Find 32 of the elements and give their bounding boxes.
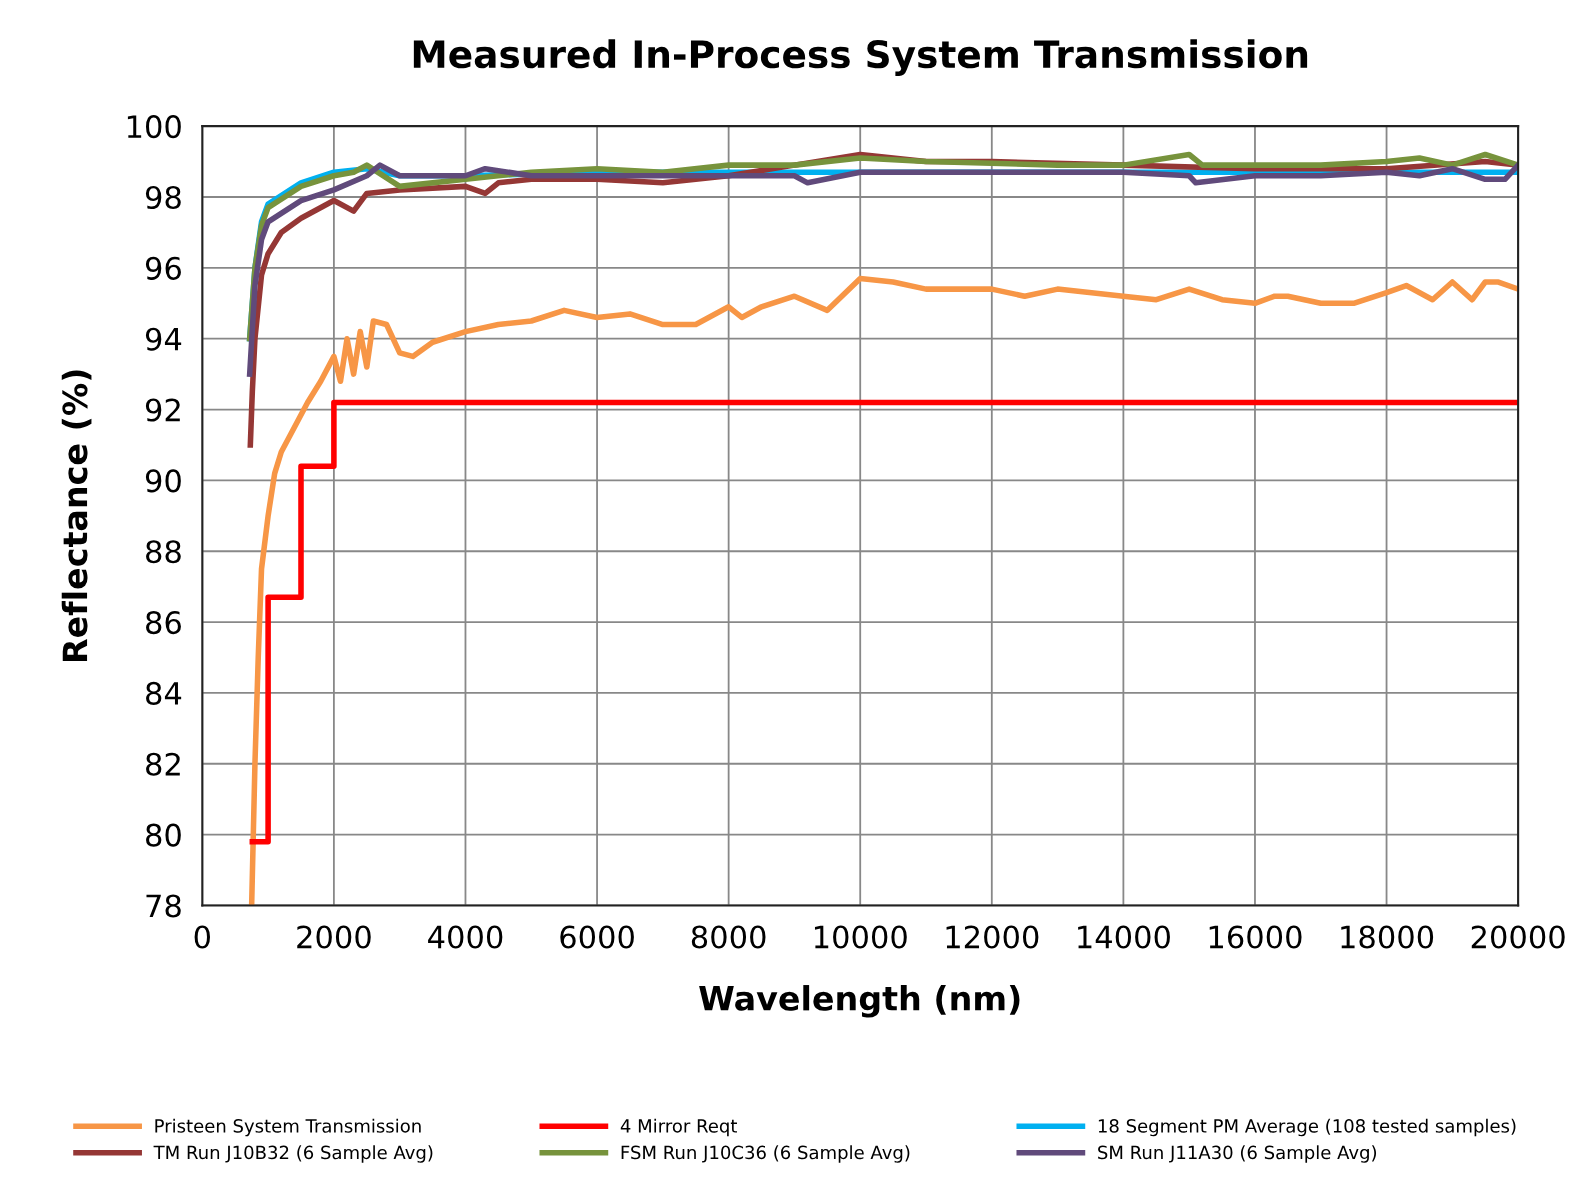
legend-label: FSM Run J10C36 (6 Sample Avg) — [621, 1145, 910, 1163]
chart-title: Measured In-Process System Transmission — [413, 39, 1308, 76]
legend-label: 18 Segment PM Average (108 tested samples) — [1098, 1118, 1516, 1137]
x-tick-label: 10000 — [814, 925, 907, 949]
x-tick-label: 18000 — [1341, 925, 1434, 949]
legend-label: 4 Mirror Reqt — [620, 1118, 737, 1137]
x-tick-label: 4000 — [428, 925, 503, 949]
y-axis-title: Reflectance (%) — [61, 370, 92, 662]
y-tick-label: 90 — [145, 469, 181, 493]
y-tick-label: 78 — [146, 894, 181, 918]
y-tick-label: 98 — [145, 185, 181, 210]
legend-label: TM Run J10B32 (6 Sample Avg) — [153, 1145, 433, 1163]
y-tick-label: 92 — [145, 398, 180, 422]
y-tick-label: 82 — [146, 752, 180, 776]
y-tick-label: 84 — [146, 681, 182, 705]
y-tick-label: 80 — [146, 823, 181, 847]
x-tick-label: 12000 — [946, 925, 1039, 949]
y-tick-label: 94 — [145, 327, 182, 351]
y-tick-label: 96 — [145, 256, 181, 280]
y-tick-label: 100 — [127, 115, 181, 139]
x-tick-label: 16000 — [1209, 925, 1302, 949]
x-tick-label: 20000 — [1471, 925, 1565, 949]
x-tick-label: 14000 — [1078, 925, 1170, 949]
x-tick-label: 2000 — [297, 925, 371, 949]
y-tick-label: 88 — [146, 540, 181, 564]
legend-label: Pristeen System Transmission — [155, 1118, 421, 1137]
x-tick-label: 8000 — [691, 925, 766, 949]
x-tick-label: 6000 — [560, 925, 634, 949]
y-tick-label: 86 — [146, 611, 181, 635]
legend-label: SM Run J11A30 (6 Sample Avg) — [1098, 1145, 1377, 1163]
x-tick-label: 0 — [194, 925, 210, 949]
x-axis-title: Wavelength (nm) — [699, 985, 1020, 1018]
